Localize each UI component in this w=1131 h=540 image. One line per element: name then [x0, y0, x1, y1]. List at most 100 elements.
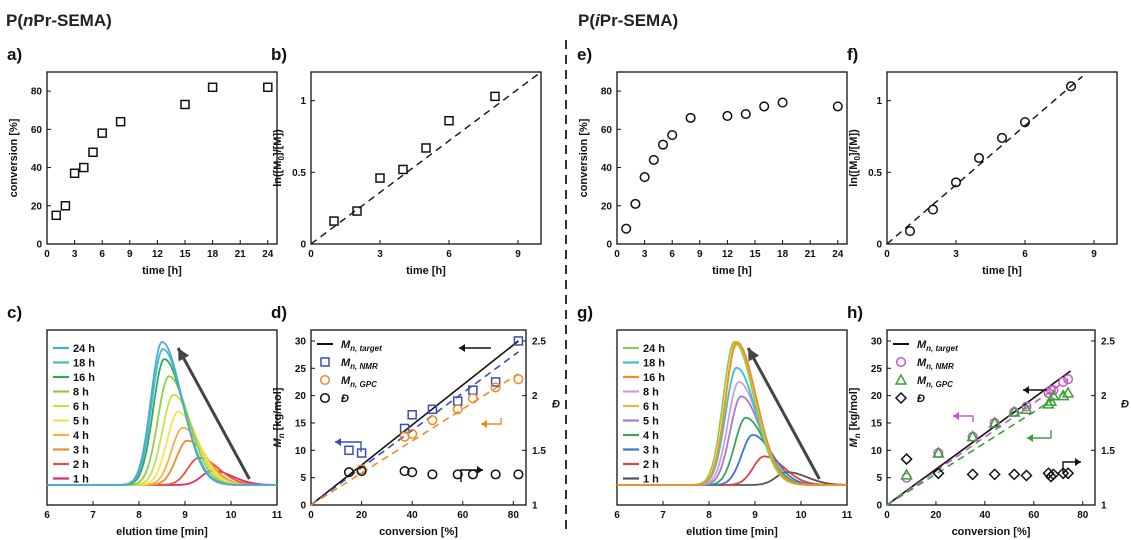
- trend-arrow: [176, 347, 251, 480]
- data-point: [927, 204, 939, 215]
- data-point: [621, 223, 632, 234]
- x-tick-label: 40: [407, 510, 419, 521]
- nmr-fit-line: [310, 351, 519, 506]
- plot-frame: [46, 329, 278, 506]
- x-axis-label: conversion [%]: [952, 526, 1031, 538]
- dispersity-point: [343, 467, 354, 478]
- legend-label: Đ: [917, 393, 925, 405]
- y-axis-label: Mn [kg/mol]: [848, 387, 862, 447]
- y-tick-label: 0: [36, 240, 42, 251]
- legend-label: Mn, GPC: [917, 375, 953, 389]
- y-tick-label: 25: [871, 364, 883, 375]
- y2-axis-label: Đ: [1121, 399, 1129, 411]
- x-tick-label: 9: [182, 510, 188, 521]
- legend-label: Mn, target: [341, 339, 382, 353]
- y-axis-label: conversion [%]: [578, 118, 590, 197]
- panel-label-h: h): [847, 303, 863, 322]
- panel-label-c: c): [7, 303, 22, 322]
- data-point: [777, 97, 788, 108]
- gpc-fit-line: [310, 373, 519, 506]
- y-axis-label: Mn [kg/mol]: [272, 387, 286, 447]
- x-tick-label: 15: [749, 249, 761, 260]
- y2-tick-label: 2: [532, 391, 538, 402]
- data-point: [97, 128, 107, 138]
- x-tick-label: 9: [515, 249, 521, 260]
- dispersity-point: [1044, 470, 1058, 483]
- y-axis-label: ln([M0]/[M]): [848, 129, 862, 187]
- axis-pointer-arrow: [335, 441, 362, 452]
- target-line: [886, 370, 1072, 506]
- y-tick-label: 0.5: [292, 168, 306, 179]
- plot-frame: [310, 71, 542, 245]
- gpc-point: [966, 430, 979, 442]
- x-tick-label: 60: [1028, 510, 1040, 521]
- trend-arrowhead: [178, 348, 190, 362]
- x-tick-label: 24: [262, 249, 274, 260]
- trend-arrowhead: [748, 348, 760, 362]
- data-point: [722, 110, 733, 122]
- x-axis-label: time [h]: [712, 265, 752, 277]
- dispersity-point: [1057, 467, 1070, 480]
- y-tick-label: 0: [300, 240, 306, 251]
- data-point: [421, 143, 431, 153]
- dispersity-point: [932, 467, 945, 480]
- legend-label: Mn, target: [917, 339, 958, 353]
- legend-label: 3 h: [643, 445, 659, 457]
- y-tick-label: 20: [871, 391, 883, 402]
- data-point: [996, 132, 1008, 143]
- data-point: [832, 101, 843, 112]
- x-tick-label: 6: [614, 510, 620, 521]
- y2-tick-label: 1: [532, 501, 538, 512]
- legend-swatch: [895, 356, 907, 368]
- gpc-point: [1042, 397, 1055, 409]
- x-tick-label: 7: [90, 510, 96, 521]
- x-tick-label: 0: [614, 249, 620, 260]
- gpc-point: [467, 393, 478, 404]
- panel-f: f) 0 3 6 9 0 0.5 1 time [h] ln([M0]/[M]): [847, 45, 1118, 277]
- y-tick-label: 80: [31, 87, 43, 98]
- y-tick-label: 0: [606, 240, 612, 251]
- legend-label: 16 h: [73, 372, 95, 384]
- x-tick-label: 0: [308, 249, 314, 260]
- y-tick-label: 25: [295, 364, 307, 375]
- gpc-fit-line: [886, 389, 1069, 506]
- plot-frame: [886, 71, 1118, 245]
- data-point: [667, 130, 678, 141]
- legend-label: 6 h: [643, 401, 659, 413]
- plot-frame: [886, 329, 1096, 506]
- data-point: [375, 173, 385, 183]
- dispersity-point: [490, 469, 501, 480]
- gpc-point: [1056, 389, 1070, 401]
- dispersity-point: [427, 469, 438, 480]
- axis-pointer-head: [1075, 458, 1081, 466]
- legend-swatch: [320, 357, 330, 367]
- legend-label: 2 h: [73, 459, 89, 471]
- panel-a: a) 0 3 6 9 12 15 18 21 24 0 20 40 60 80 time [h] convers…: [7, 45, 278, 277]
- panel-c: c) 6 7 8 9 10 11 elution time [min] 24 h 18 h 16 h…: [7, 303, 283, 538]
- data-point: [263, 82, 273, 93]
- x-tick-label: 15: [179, 249, 191, 260]
- gpc-point: [452, 404, 463, 415]
- legend-swatch: [319, 392, 331, 404]
- y2-tick-label: 2: [1101, 391, 1107, 402]
- gpc-point: [988, 416, 1001, 428]
- y-tick-label: 30: [295, 336, 307, 347]
- axis-pointer-head: [477, 466, 483, 474]
- legend-swatch: [894, 391, 908, 405]
- legend-label: 5 h: [643, 416, 659, 428]
- legend-label: 24 h: [643, 343, 665, 355]
- legend-label: 1 h: [73, 474, 89, 486]
- legend-label: 8 h: [643, 387, 659, 399]
- x-tick-label: 3: [642, 249, 648, 260]
- y-tick-label: 0: [876, 240, 882, 251]
- x-tick-label: 11: [842, 510, 853, 521]
- nmr-point: [513, 336, 524, 346]
- x-tick-label: 60: [457, 510, 469, 521]
- data-point: [490, 91, 500, 102]
- x-tick-label: 7: [660, 510, 666, 521]
- x-tick-label: 0: [884, 510, 890, 521]
- y-tick-label: 40: [601, 163, 613, 174]
- panel-b: b) 0 3 6 9 0 0.5 1 time [h] ln([M0]/[M]): [271, 45, 542, 277]
- data-point: [398, 164, 408, 175]
- dispersity-point: [900, 453, 913, 466]
